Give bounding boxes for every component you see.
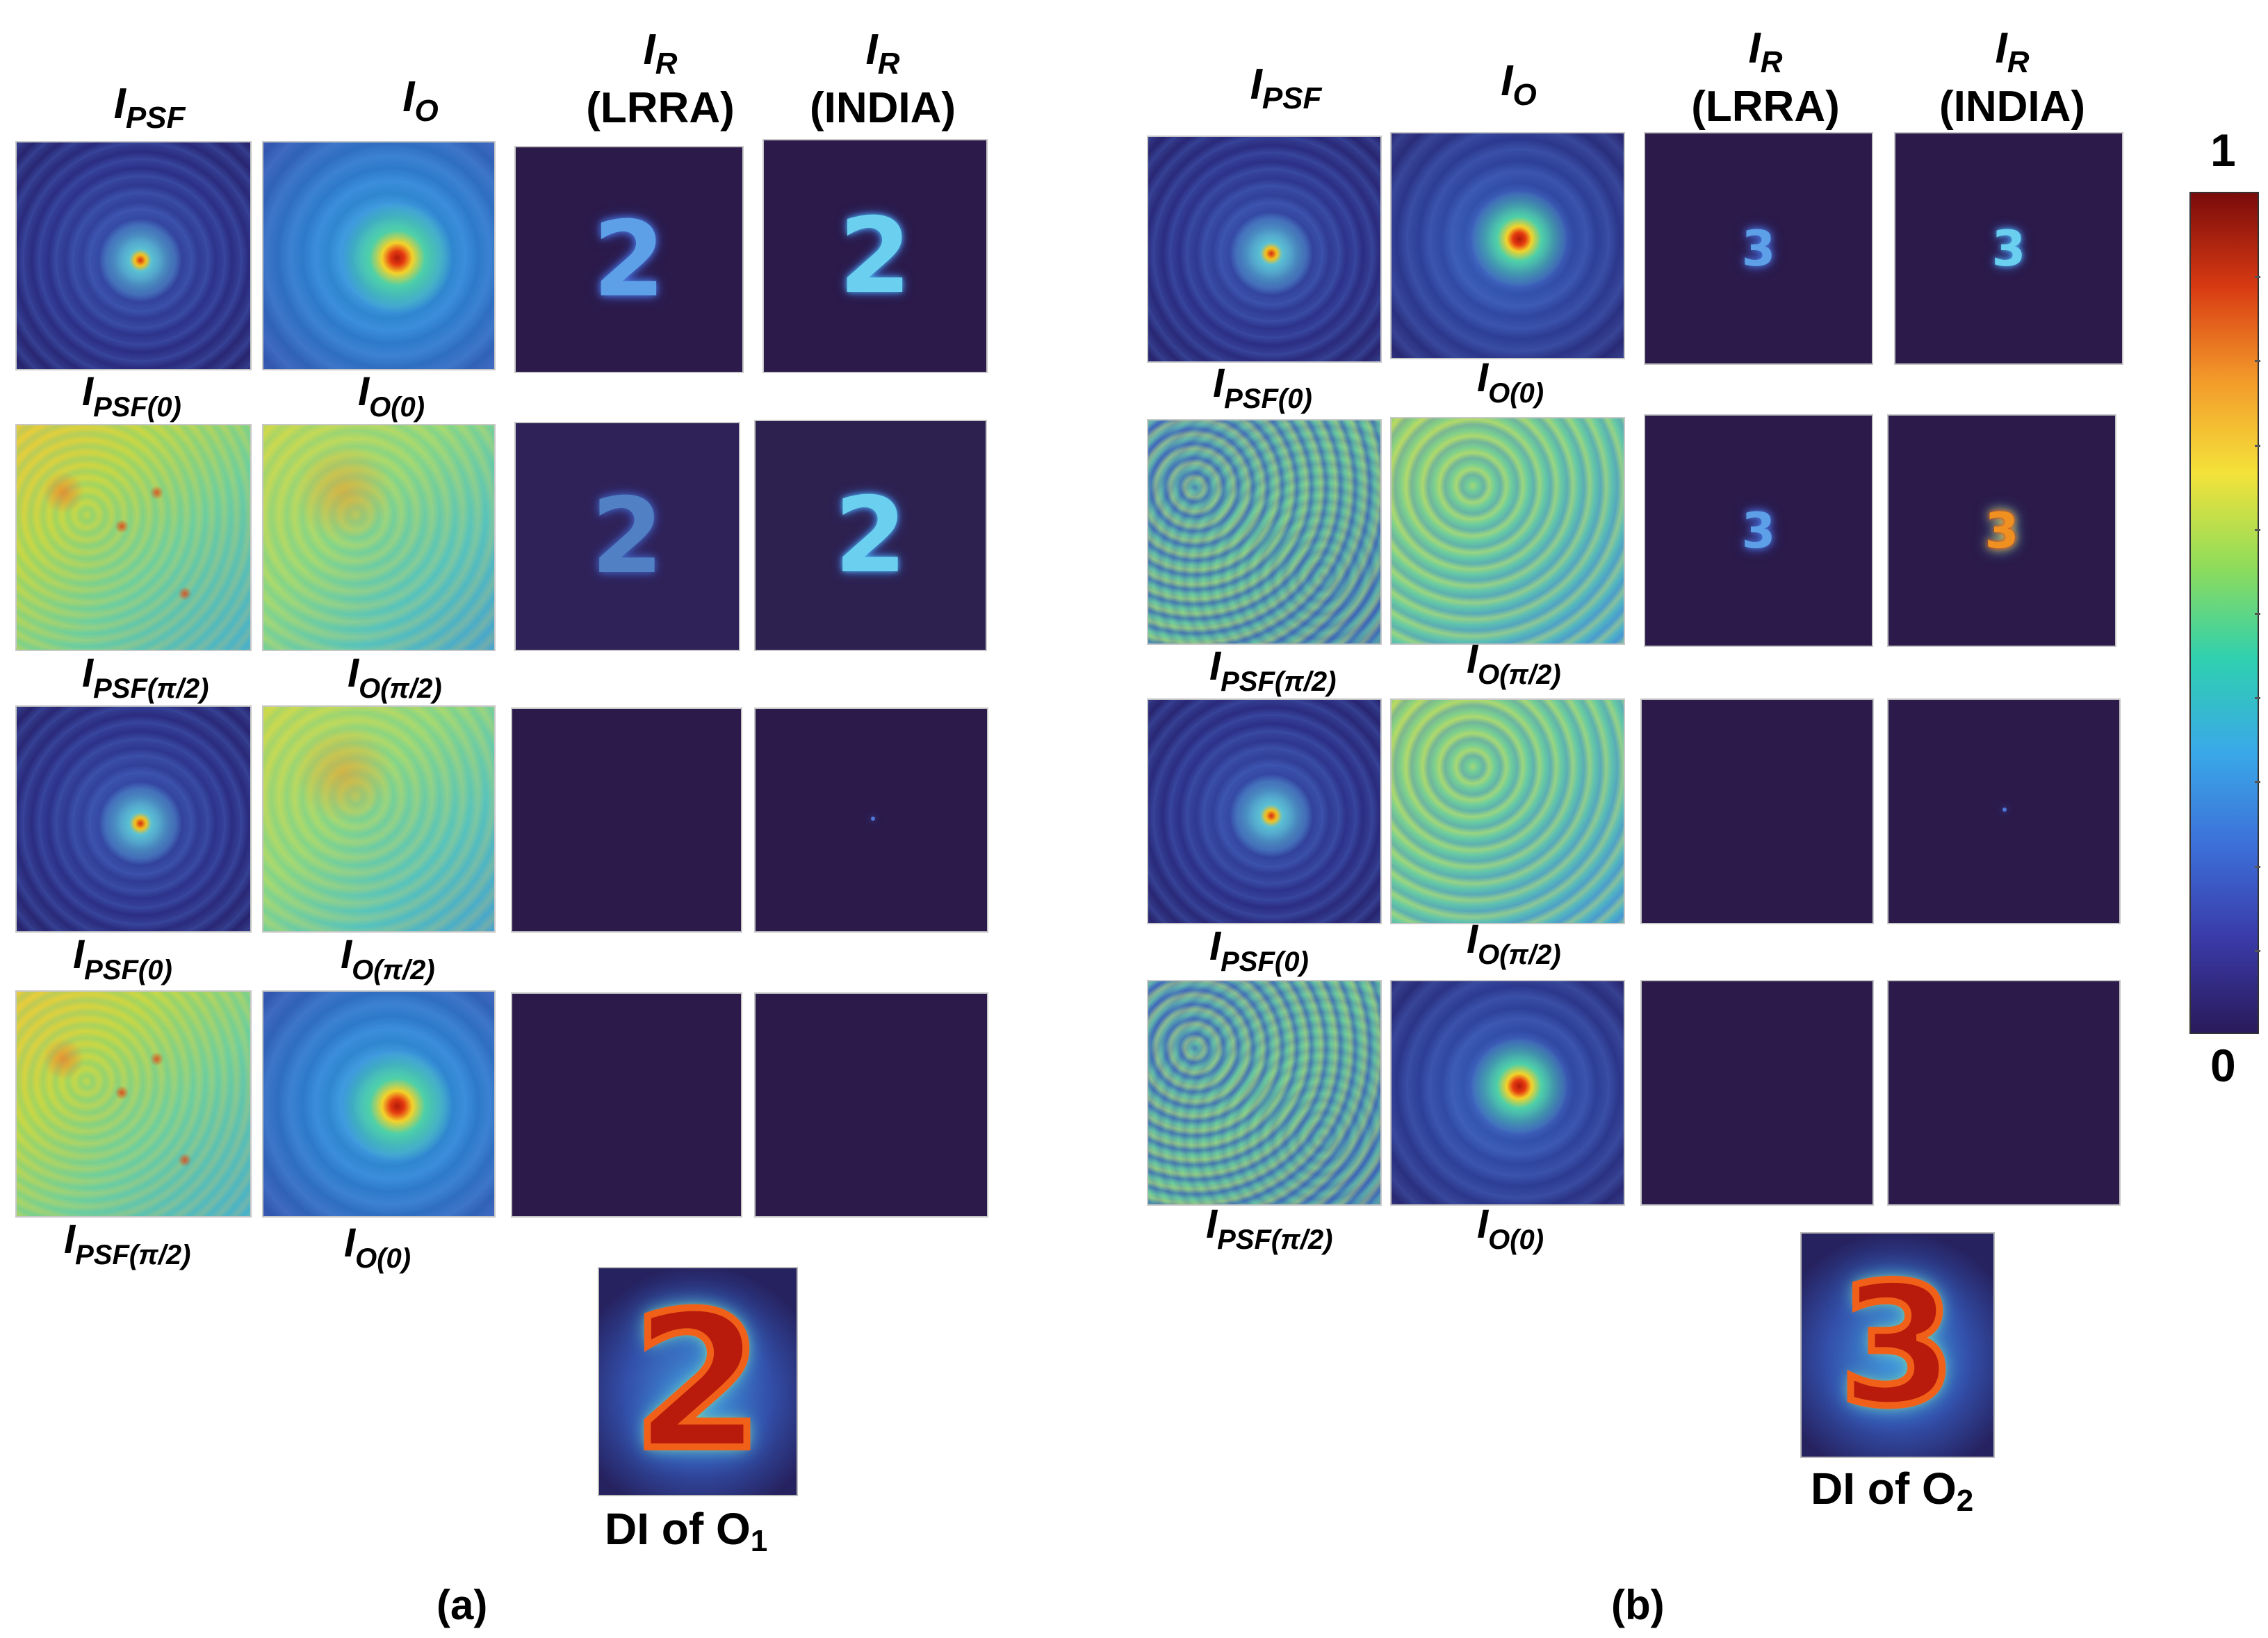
digit-reconstruction: 3: [1741, 502, 1776, 559]
header-lrra: IR (LRRA): [1691, 24, 1840, 131]
reconstruction-india: [754, 992, 988, 1218]
row-label-psf: IPSF(π/2): [82, 650, 209, 704]
psf-image: [1147, 698, 1382, 924]
row-label-obj: IO(0): [1477, 355, 1544, 409]
row-label-psf: IPSF(π/2): [64, 1217, 191, 1270]
faint-spot: [871, 817, 875, 821]
object-image: [262, 141, 496, 370]
reconstruction-lrra: 3: [1644, 132, 1873, 365]
header-obj: IO: [402, 73, 439, 129]
row-label-obj: IO(0): [358, 369, 425, 423]
psf-image: [15, 990, 252, 1218]
row-label-psf: IPSF(0): [1213, 361, 1312, 414]
row-label-obj: IO(0): [344, 1220, 411, 1274]
direct-image-label: DI of O2: [1811, 1464, 1974, 1518]
object-image: [262, 990, 496, 1218]
psf-image: [1147, 419, 1382, 645]
digit-reconstruction: 2: [591, 476, 664, 597]
psf-image: [15, 424, 252, 651]
reconstruction-lrra: [511, 707, 742, 933]
row-label-obj: IO(π/2): [1467, 917, 1561, 970]
direct-image-label: DI of O1: [605, 1504, 768, 1558]
reconstruction-lrra: 2: [514, 146, 744, 373]
header-psf: IPSF: [113, 80, 186, 136]
reconstruction-india: 2: [762, 139, 988, 373]
colorbar-tick: [2255, 276, 2260, 279]
colorbar-tick: [2255, 697, 2260, 700]
header-india: IR (INDIA): [809, 26, 956, 132]
colorbar-tick: [2255, 528, 2260, 531]
colorbar-min-label: 0: [2210, 1040, 2236, 1091]
reconstruction-lrra: 2: [514, 422, 740, 651]
header-india: IR (INDIA): [1939, 24, 2086, 131]
colorbar: [2189, 192, 2259, 1034]
direct-image-digit: 2: [629, 1269, 767, 1495]
row-label-psf: IPSF(0): [73, 932, 172, 985]
row-label-obj: IO(0): [1477, 1202, 1544, 1255]
psf-image: [15, 705, 252, 933]
object-image: [1390, 980, 1625, 1206]
colorbar-tick: [2255, 865, 2260, 868]
reconstruction-india: [1887, 698, 2121, 924]
direct-image: 2: [598, 1267, 798, 1496]
panel-letter: (b): [1611, 1582, 1665, 1628]
digit-reconstruction: 3: [1991, 220, 2026, 277]
digit-reconstruction: 3: [1741, 220, 1776, 277]
row-label-obj: IO(π/2): [348, 650, 442, 704]
object-image: [262, 705, 496, 933]
reconstruction-india: [1887, 980, 2121, 1206]
colorbar-tick: [2255, 781, 2260, 784]
reconstruction-lrra: [1640, 980, 1874, 1206]
psf-image: [1147, 980, 1382, 1206]
row-label-psf: IPSF(0): [82, 369, 181, 423]
header-psf: IPSF: [1250, 60, 1322, 116]
direct-image: 3: [1800, 1232, 1995, 1458]
object-image: [262, 424, 496, 651]
object-image: [1390, 417, 1625, 645]
header-lrra: IR (LRRA): [586, 26, 735, 132]
digit-reconstruction: 2: [838, 195, 912, 317]
object-image: [1390, 698, 1625, 924]
reconstruction-india: 2: [754, 420, 987, 651]
reconstruction-india: 3: [1887, 414, 2116, 647]
row-label-obj: IO(π/2): [341, 932, 435, 985]
colorbar-max-label: 1: [2210, 124, 2236, 176]
psf-image: [15, 141, 252, 370]
reconstruction-lrra: [511, 992, 742, 1218]
reconstruction-lrra: [1640, 698, 1874, 924]
faint-spot: [2002, 808, 2007, 812]
colorbar-tick: [2255, 444, 2260, 447]
digit-reconstruction: 3: [1984, 502, 2019, 559]
object-image: [1390, 132, 1625, 359]
digit-reconstruction: 2: [834, 475, 907, 596]
colorbar-tick: [2255, 949, 2260, 952]
header-obj: IO: [1501, 57, 1537, 113]
direct-image-digit: 3: [1836, 1245, 1959, 1446]
psf-image: [1147, 136, 1382, 363]
row-label-psf: IPSF(0): [1209, 924, 1309, 977]
reconstruction-india: 3: [1894, 132, 2123, 365]
panel-letter: (a): [437, 1582, 488, 1628]
colorbar-tick: [2255, 360, 2260, 363]
reconstruction-lrra: 3: [1644, 414, 1873, 647]
row-label-psf: IPSF(π/2): [1209, 644, 1337, 697]
row-label-psf: IPSF(π/2): [1206, 1202, 1333, 1255]
row-label-obj: IO(π/2): [1467, 637, 1561, 690]
reconstruction-india: [754, 707, 988, 933]
digit-reconstruction: 2: [592, 199, 666, 320]
colorbar-tick: [2255, 613, 2260, 615]
